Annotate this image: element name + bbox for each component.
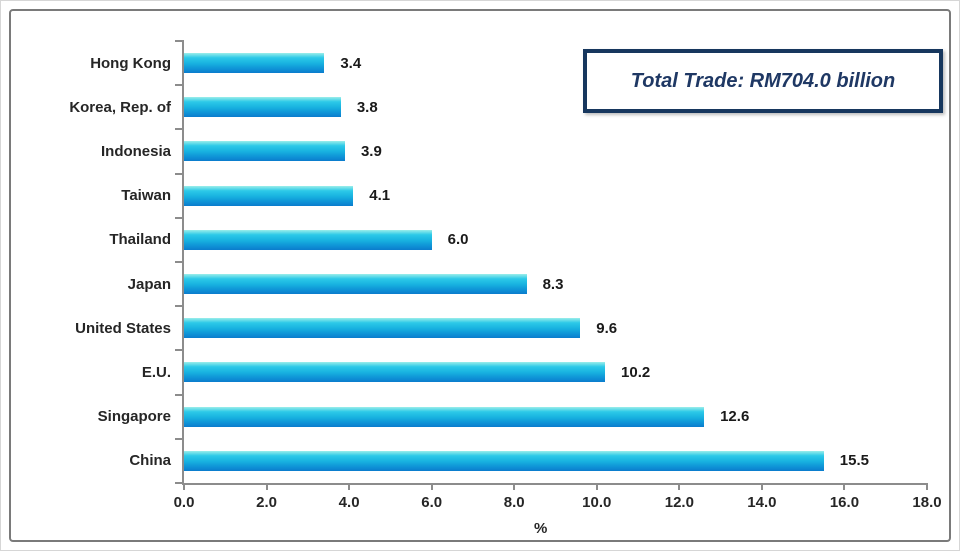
category-label: Singapore: [97, 408, 171, 426]
x-tick: [513, 483, 516, 490]
y-tick: [175, 128, 184, 131]
x-tick-label: 6.0: [421, 494, 443, 511]
x-tick-label: 4.0: [338, 494, 360, 511]
bar: [184, 450, 824, 471]
y-tick: [175, 393, 184, 396]
x-tick: [348, 483, 351, 490]
x-tick-label: 14.0: [747, 494, 777, 511]
bar-row: Thailand 6.0: [109, 218, 927, 262]
x-tick: [265, 483, 268, 490]
total-trade-text: Total Trade: RM704.0 billion: [630, 69, 896, 92]
x-tick: [183, 483, 185, 490]
x-tick: [678, 483, 681, 490]
value-label: 3.8: [356, 98, 378, 116]
bar-row: Taiwan 4.1: [121, 174, 927, 218]
value-label: 6.0: [447, 231, 469, 249]
y-tick: [175, 305, 184, 308]
category-label: Taiwan: [121, 187, 171, 205]
y-tick: [175, 84, 184, 87]
category-label: Japan: [127, 275, 171, 293]
total-trade-box: Total Trade: RM704.0 billion: [583, 49, 943, 113]
x-tick-label: 18.0: [912, 494, 942, 511]
x-tick: [430, 483, 433, 490]
x-axis-label: %: [533, 520, 548, 537]
bar-row: United States 9.6: [75, 306, 927, 350]
y-tick: [175, 482, 184, 484]
bar: [184, 185, 354, 206]
y-tick: [175, 172, 184, 175]
y-tick: [175, 216, 184, 219]
value-label: 3.4: [340, 54, 362, 72]
x-tick-label: 2.0: [256, 494, 277, 511]
x-tick-label: 0.0: [173, 494, 195, 511]
bar: [184, 97, 341, 118]
category-label: Thailand: [109, 231, 171, 249]
category-label: E.U.: [141, 363, 171, 381]
bar-row: Singapore 12.6: [98, 395, 927, 439]
bar-row: China 15.5: [129, 439, 927, 483]
y-tick: [175, 261, 184, 263]
y-tick: [175, 349, 184, 352]
bar: [184, 318, 581, 339]
chart-frame: Hong Kong 3.4 Korea, Rep. of 3.8 Indonesia 3.…: [9, 9, 951, 542]
bar: [184, 141, 345, 162]
value-label: 12.6: [720, 408, 750, 426]
x-tick-label: 10.0: [582, 494, 612, 511]
plot-area: Hong Kong 3.4 Korea, Rep. of 3.8 Indonesia 3.…: [69, 40, 942, 537]
value-label: 8.3: [542, 275, 564, 293]
x-tick: [843, 483, 846, 490]
x-tick: [926, 483, 928, 490]
bar: [184, 229, 432, 250]
x-tick-label: 16.0: [829, 494, 860, 511]
value-label: 3.9: [360, 142, 382, 160]
category-label: Indonesia: [100, 142, 171, 160]
bar-row: Japan 8.3: [128, 262, 927, 306]
x-tick-label: 8.0: [503, 494, 525, 511]
value-label: 15.5: [839, 452, 869, 470]
bar-row: Hong Kong 3.4: [90, 41, 927, 85]
bar-row: E.U. 10.2: [142, 350, 927, 394]
bar: [184, 53, 325, 74]
bar: [184, 274, 527, 295]
x-tick-label: 12.0: [664, 494, 694, 511]
bar: [184, 362, 606, 383]
category-label: Korea, Rep. of: [69, 98, 171, 116]
category-label: United States: [75, 319, 171, 337]
x-tick: [595, 483, 598, 490]
category-label: China: [129, 452, 171, 470]
value-label: 9.6: [596, 319, 618, 337]
y-tick: [175, 40, 184, 42]
bar-row: Korea, Rep. of 3.8: [69, 85, 927, 129]
bar: [184, 406, 705, 427]
value-label: 4.1: [369, 187, 391, 205]
category-label: Hong Kong: [90, 54, 171, 72]
y-tick: [175, 437, 184, 440]
x-tick: [760, 483, 763, 490]
value-label: 10.2: [621, 363, 651, 381]
bar-row: Indonesia 3.9: [101, 129, 927, 173]
